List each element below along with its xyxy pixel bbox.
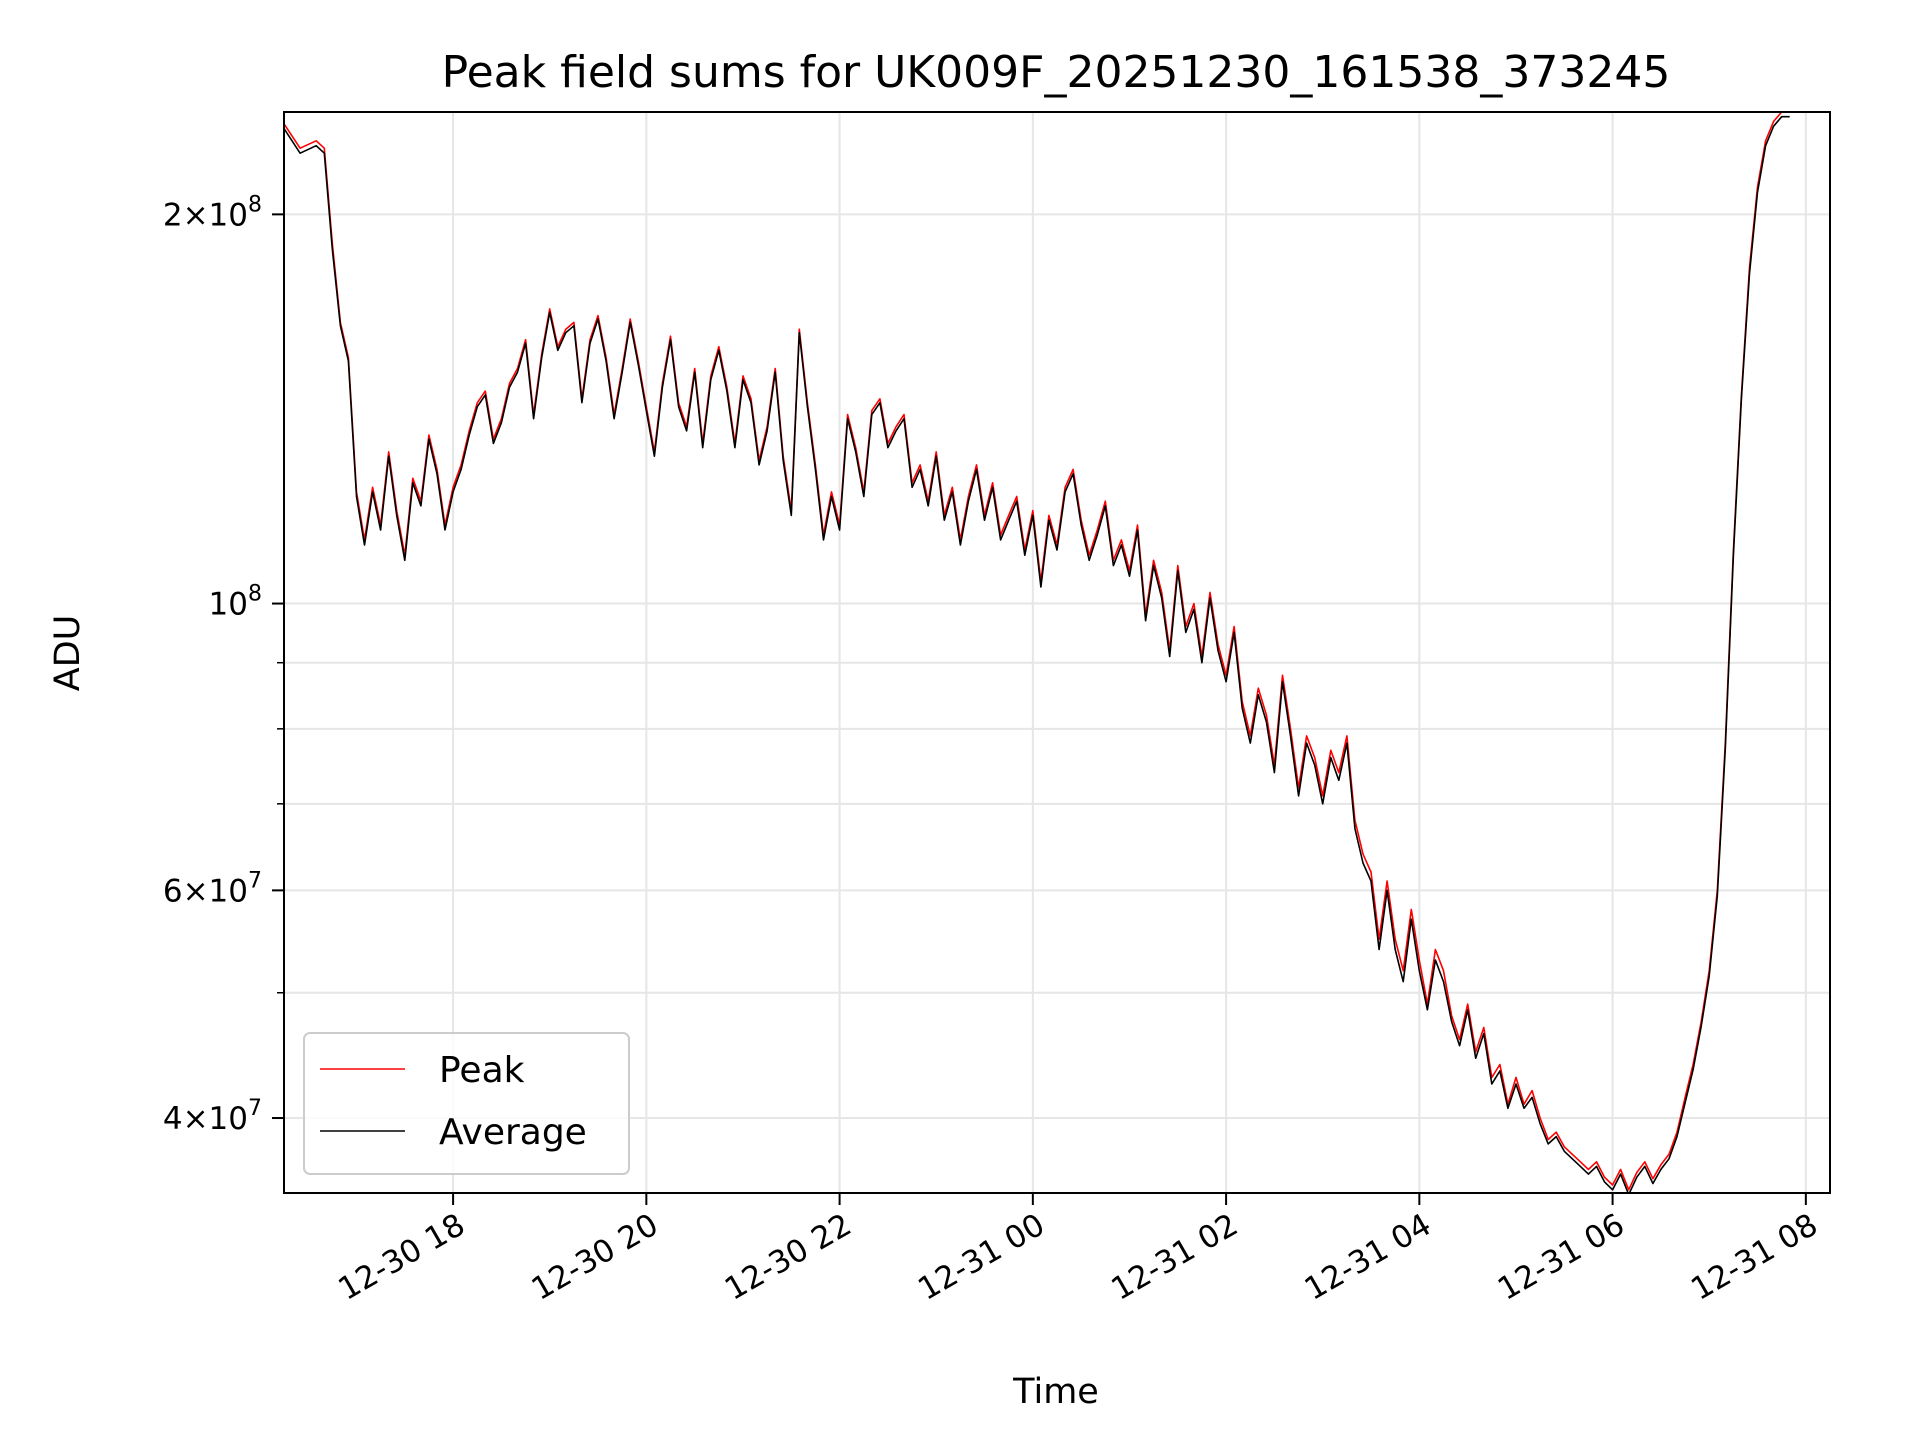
y-tick-label: 2×108 (163, 192, 262, 233)
y-tick-label: 6×107 (163, 868, 262, 909)
series-line-average (284, 115, 1790, 1193)
y-axis-label: ADU (48, 615, 88, 692)
y-tick-label: 4×107 (163, 1096, 262, 1137)
y-axis: 2×108 108 6×107 4×107 (163, 192, 284, 1137)
legend: Peak Average (303, 1032, 630, 1175)
legend-label-peak: Peak (439, 1050, 525, 1091)
legend-label-average: Average (439, 1112, 587, 1153)
plot-frame (283, 111, 1831, 1194)
chart-title: Peak field sums for UK009F_20251230_1615… (442, 47, 1671, 98)
series-layer (284, 112, 1790, 1193)
y-tick-label: 108 (209, 582, 262, 623)
x-axis-label: Time (1012, 1372, 1099, 1412)
